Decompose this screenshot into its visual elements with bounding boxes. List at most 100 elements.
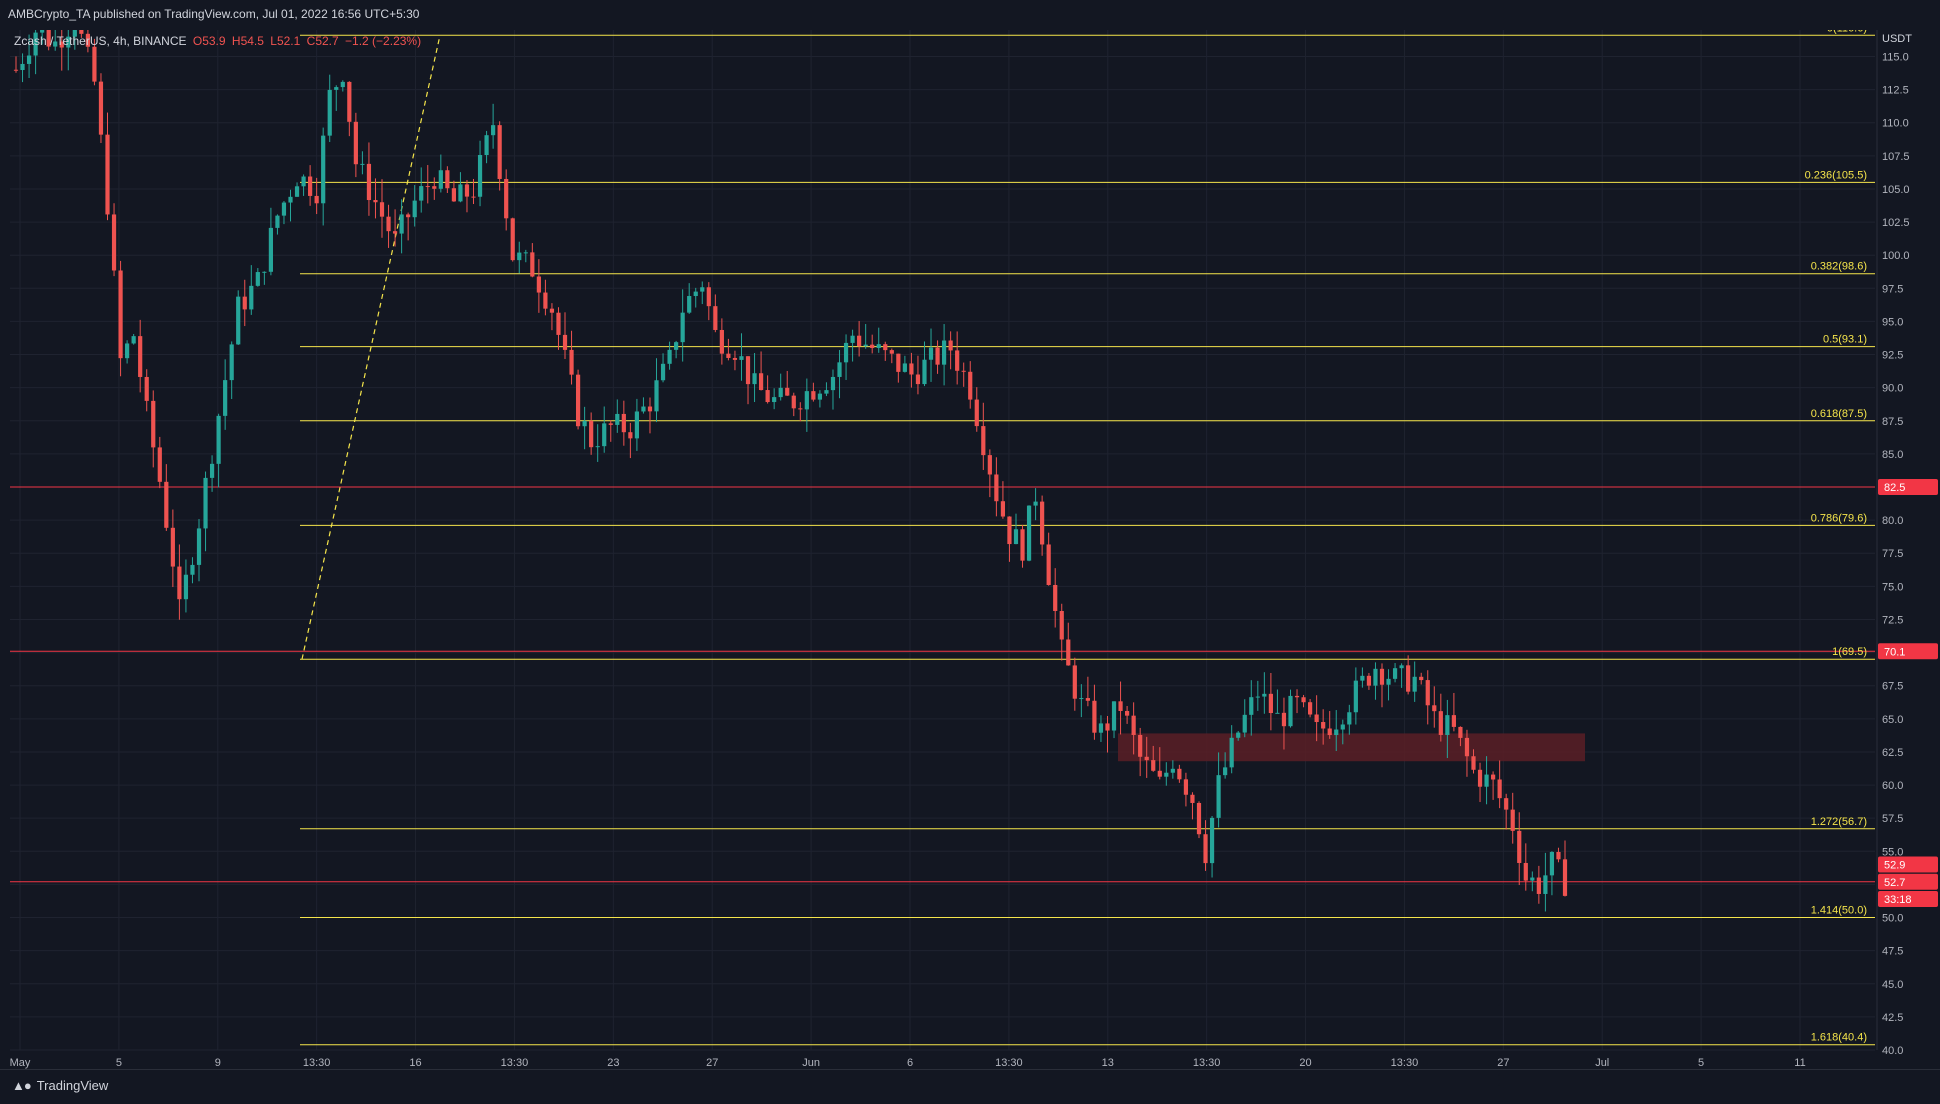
candle-body [1183,779,1189,795]
candle-body [1432,705,1437,712]
candle-body [1033,501,1038,506]
candle-body [1196,802,1202,835]
candle-body [706,287,711,307]
candle-body [177,566,182,600]
y-tick-label: 47.5 [1882,946,1903,958]
candle-body [915,374,921,385]
candle-body [530,252,535,277]
candle-body [556,312,561,335]
candle-body [321,135,326,204]
candle-body [1360,675,1365,681]
candle-body [1477,769,1483,787]
candle-body [1334,729,1339,736]
candle-body [183,574,189,600]
candle-body [1314,714,1319,723]
candle-body [1458,726,1463,738]
candle-body [438,170,443,189]
candle-body [491,125,496,136]
candle-body [1347,712,1352,725]
candle-body [850,335,855,343]
candle-body [1399,665,1404,669]
candle-body [464,184,470,197]
candle-body [758,373,764,391]
candle-body [902,363,907,372]
candle-body [151,400,156,448]
candle-body [621,413,626,433]
symbol-legend[interactable]: Zcash / TetherUS, 4h, BINANCE O53.9 H54.… [14,34,424,48]
candle-body [249,285,254,310]
candle-body [752,373,757,385]
y-tick-label: 110.0 [1882,118,1909,130]
currency-label: USDT [1882,33,1912,45]
x-tick-label: 20 [1299,1057,1311,1069]
candle-body [1321,722,1326,729]
x-tick-label: 9 [215,1057,221,1069]
candle-body [1301,697,1306,703]
candle-body [157,447,162,482]
price-tag-countdown: 33:18 [1884,894,1912,906]
x-tick-label: 5 [116,1057,122,1069]
price-tag-70-1-bg [1878,643,1938,660]
y-tick-label: 75.0 [1882,581,1903,593]
y-tick-label: 45.0 [1882,979,1903,991]
candle-body [713,306,718,330]
candle-body [1209,817,1215,864]
candle-body [1406,665,1411,692]
candle-body [242,296,247,310]
x-tick-label: 13:30 [501,1057,529,1069]
candle-body [575,374,581,427]
candle-body [837,362,842,377]
candle-body [118,270,123,359]
candle-body [634,411,640,439]
candle-body [1268,693,1273,714]
candle-body [935,347,940,365]
candle-body [745,356,751,385]
candle-body [1138,734,1143,757]
candle-body [1255,696,1260,698]
candle-body [1164,772,1169,777]
candle-body [1327,728,1332,736]
fib-label: 0.5(93.1) [1823,334,1867,346]
candle-body [59,41,64,48]
candle-body [477,155,483,197]
fib-label: 0.236(105.5) [1805,169,1867,181]
x-tick-label: 13:30 [1193,1057,1221,1069]
candle-body [1203,834,1208,864]
candle-body [804,391,809,410]
candle-body [510,218,515,261]
candle-body [340,81,345,88]
y-tick-label: 67.5 [1882,681,1903,693]
candle-body [138,336,143,377]
candle-body [1366,675,1372,686]
candle-body [608,423,613,425]
candle-body [660,363,666,381]
candle-body [471,196,476,198]
candle-body [1523,862,1528,881]
published-info: AMBCrypto_TA published on TradingView.co… [8,7,420,21]
y-tick-label: 50.0 [1882,913,1903,925]
y-tick-label: 55.0 [1882,846,1903,858]
candle-body [1484,774,1489,787]
candle-body [1059,610,1064,640]
candle-body [1236,732,1241,738]
candle-body [131,336,136,344]
candle-body [1242,714,1247,733]
candle-body [425,186,430,188]
low-value: L52.1 [270,34,301,48]
candle-body [85,33,90,47]
candle-body [778,387,783,398]
candle-body [562,334,568,350]
candle-body [1543,875,1548,894]
y-tick-label: 40.0 [1882,1045,1903,1057]
candle-body [1223,767,1228,776]
publish-header: AMBCrypto_TA published on TradingView.co… [0,0,1940,30]
candle-body [497,125,502,179]
candle-body [347,81,352,122]
tradingview-logo[interactable]: ▲● TradingView [12,1078,108,1093]
candle-body [1471,756,1476,770]
x-tick-label: 16 [409,1057,421,1069]
candle-body [667,349,672,364]
candle-body [1170,768,1175,773]
